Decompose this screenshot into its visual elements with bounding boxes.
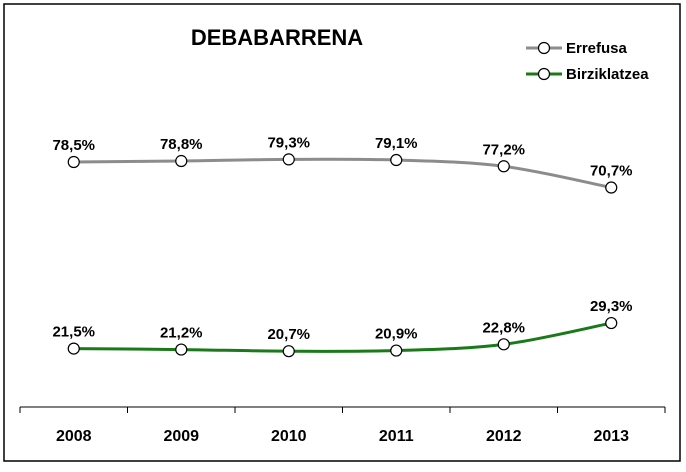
series-errefusa: 78,5% 78,8% 79,3% 79,1% 77,2% 70,7% <box>52 134 633 194</box>
data-point <box>390 153 403 167</box>
data-point <box>67 342 80 355</box>
data-point <box>497 338 510 351</box>
x-tick-label: 2011 <box>379 428 414 445</box>
legend-marker <box>537 41 551 55</box>
data-point <box>605 316 618 330</box>
x-tick-label: 2008 <box>56 428 92 445</box>
data-point <box>67 155 80 169</box>
data-point <box>282 345 295 358</box>
data-point <box>390 344 403 357</box>
chart-border <box>3 3 681 462</box>
data-point <box>175 343 188 356</box>
x-tick-label: 2010 <box>271 428 307 445</box>
data-point <box>175 154 188 168</box>
data-label: 78,8% <box>160 136 203 153</box>
x-tick-label: 2009 <box>163 428 199 445</box>
series-birziklatzea: 21,5% 21,2% 20,7% 20,9% 22,8% 29,3% <box>52 298 633 358</box>
data-label: 20,9% <box>375 326 418 343</box>
legend-marker <box>537 67 551 81</box>
data-label: 21,5% <box>52 324 95 341</box>
series-line <box>73 157 612 190</box>
data-label: 29,3% <box>590 298 633 315</box>
x-axis: 2008 2009 2010 2011 2012 2013 <box>19 406 666 445</box>
data-label: 79,1% <box>375 135 418 152</box>
data-label: 21,2% <box>160 325 203 342</box>
data-point <box>605 181 618 194</box>
data-label: 20,7% <box>267 326 310 343</box>
legend-label: Birziklatzea <box>566 66 649 83</box>
legend-item: Birziklatzea <box>526 66 649 83</box>
data-point <box>282 153 295 166</box>
chart-title: DEBABARRENA <box>191 25 363 50</box>
data-label: 77,2% <box>482 141 525 158</box>
data-label: 22,8% <box>482 319 525 336</box>
data-label: 78,5% <box>52 137 95 154</box>
x-tick-label: 2012 <box>486 428 522 445</box>
series-line <box>73 321 612 353</box>
data-point <box>497 160 510 173</box>
legend-label: Errefusa <box>566 40 628 57</box>
series-layer: 78,5% 78,8% 79,3% 79,1% 77,2% 70,7% 21,5% 21,2%… <box>52 134 633 358</box>
legend: Errefusa Birziklatzea <box>526 40 649 83</box>
data-label: 79,3% <box>267 134 310 151</box>
x-tick-label: 2013 <box>593 428 629 445</box>
data-label: 70,7% <box>590 163 633 180</box>
legend-item: Errefusa <box>526 40 628 57</box>
